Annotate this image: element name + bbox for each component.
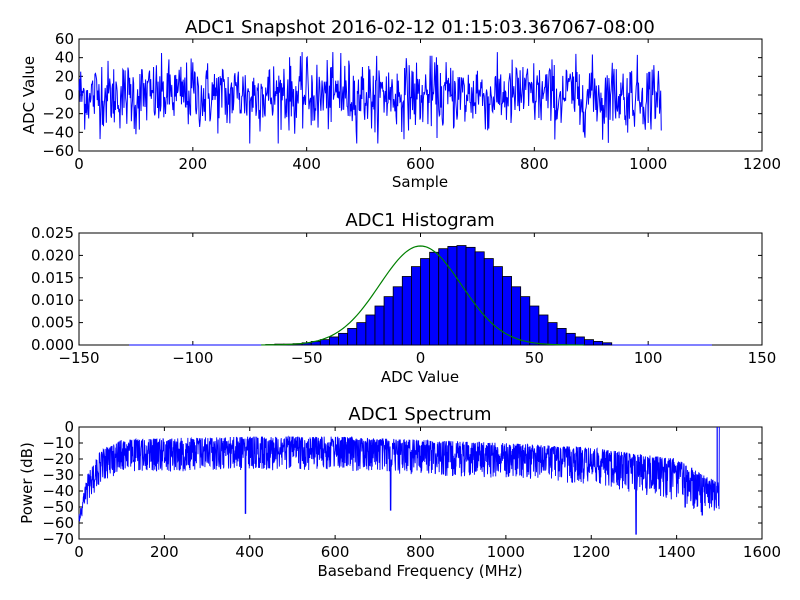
histogram-xtick-label: 0 (416, 349, 426, 367)
histogram-bar (429, 251, 440, 346)
histogram-bar (392, 286, 403, 346)
histogram-bar (556, 328, 567, 346)
histogram-bar (401, 276, 412, 346)
histogram-bar (520, 296, 531, 346)
histogram-xlabel: ADC Value (381, 368, 459, 386)
histogram-bar (474, 251, 485, 346)
histogram-bar (492, 266, 503, 346)
spectrum-xtick-label: 0 (74, 543, 84, 561)
snapshot-ytick-label: 40 (55, 49, 74, 67)
histogram-bar (511, 286, 522, 346)
spectrum-xlabel: Baseband Frequency (MHz) (317, 562, 522, 580)
spectrum-ytick-label: −70 (42, 530, 74, 548)
spectrum-ylabel: Power (dB) (18, 442, 36, 524)
snapshot-ylabel: ADC Value (20, 56, 38, 134)
histogram-bar (356, 322, 367, 346)
spectrum-ytick-label: −40 (42, 482, 74, 500)
histogram-bar (584, 339, 594, 346)
spectrum-series-line (78, 426, 720, 535)
snapshot-xtick-label: 800 (520, 155, 549, 173)
histogram-xtick-label: −100 (172, 349, 213, 367)
snapshot-ytick-label: −20 (42, 105, 74, 123)
spectrum-ytick-label: −50 (42, 498, 74, 516)
spectrum-xtick-label: 600 (321, 543, 350, 561)
spectrum-xtick-label: 1000 (487, 543, 525, 561)
histogram-bar (529, 305, 540, 346)
spectrum-xtick-label: 200 (150, 543, 179, 561)
snapshot-ytick-label: −60 (42, 142, 74, 160)
histogram-bar (465, 246, 476, 346)
snapshot-panel: ADC1 Snapshot 2016-02-12 01:15:03.367067… (20, 17, 781, 191)
histogram-xtick-label: 50 (525, 349, 544, 367)
histogram-panel: ADC1 Histogram −150 −100 −50 0 50 100 150 0.000… (31, 210, 776, 386)
snapshot-xlabel: Sample (392, 173, 448, 191)
histogram-bar (410, 266, 421, 346)
spectrum-ytick-label: −20 (42, 450, 74, 468)
spectrum-ytick-label: −30 (42, 466, 74, 484)
histogram-ytick-label: 0.005 (31, 314, 74, 332)
histogram-ytick-label: 0.010 (31, 291, 74, 309)
spectrum-xtick-label: 800 (406, 543, 435, 561)
snapshot-ytick-label: 20 (55, 67, 74, 85)
snapshot-xtick-label: 400 (292, 155, 321, 173)
histogram-bar (602, 342, 613, 346)
histogram-bar (593, 341, 604, 346)
snapshot-xtick-label: 1000 (629, 155, 667, 173)
histogram-ytick-label: 0.015 (31, 269, 74, 287)
spectrum-plot-area: 0 200 400 600 800 1000 1200 1400 1600 −70−60−50−4… (42, 418, 781, 561)
histogram-bar (574, 336, 585, 346)
spectrum-xtick-label: 1200 (572, 543, 610, 561)
snapshot-xtick-label: 1200 (743, 155, 781, 173)
spectrum-title: ADC1 Spectrum (348, 404, 491, 425)
spectrum-ytick-label: −60 (42, 514, 74, 532)
histogram-fit-curve (261, 245, 585, 346)
spectrum-panel: ADC1 Spectrum 0 200 400 600 800 1000 1200 1400 1… (18, 404, 781, 580)
histogram-bar (374, 305, 385, 346)
histogram-bar (338, 332, 349, 346)
histogram-xtick-label: −150 (58, 349, 99, 367)
histogram-bar (383, 296, 394, 346)
histogram-ytick-label: 0.025 (31, 224, 74, 242)
snapshot-ytick-label: 60 (55, 30, 74, 48)
histogram-ytick-label: 0.020 (31, 246, 74, 264)
snapshot-title: ADC1 Snapshot 2016-02-12 01:15:03.367067… (185, 17, 655, 38)
histogram-ytick-label: 0.000 (31, 336, 74, 354)
histogram-bar (483, 258, 494, 346)
histogram-bar (538, 314, 549, 346)
spectrum-xtick-label: 1600 (743, 543, 781, 561)
histogram-bar (347, 328, 358, 346)
histogram-bar (420, 258, 431, 346)
snapshot-xtick-label: 600 (406, 155, 435, 173)
histogram-title: ADC1 Histogram (345, 210, 494, 231)
histogram-bar (447, 246, 458, 346)
histogram-bar (565, 332, 576, 346)
spectrum-ytick-label: −10 (42, 434, 74, 452)
histogram-xtick-label: −50 (291, 349, 323, 367)
snapshot-ytick-label: 0 (64, 86, 74, 104)
histogram-bar (365, 314, 376, 346)
spectrum-xtick-label: 400 (235, 543, 264, 561)
histogram-plot-area: −150 −100 −50 0 50 100 150 0.000 0.005 0.010 0.015… (31, 224, 776, 367)
histogram-xtick-label: 100 (634, 349, 663, 367)
spectrum-xtick-label: 1400 (658, 543, 696, 561)
snapshot-ytick-label: −40 (42, 123, 74, 141)
histogram-bar (456, 245, 467, 346)
snapshot-series-line (78, 52, 662, 144)
histogram-bar (329, 336, 339, 346)
histogram-xtick-label: 150 (748, 349, 777, 367)
histogram-bar (547, 322, 558, 346)
spectrum-ytick-label: 0 (64, 418, 74, 436)
snapshot-xtick-label: 0 (74, 155, 84, 173)
histogram-bar (319, 339, 330, 346)
snapshot-xtick-label: 200 (179, 155, 208, 173)
